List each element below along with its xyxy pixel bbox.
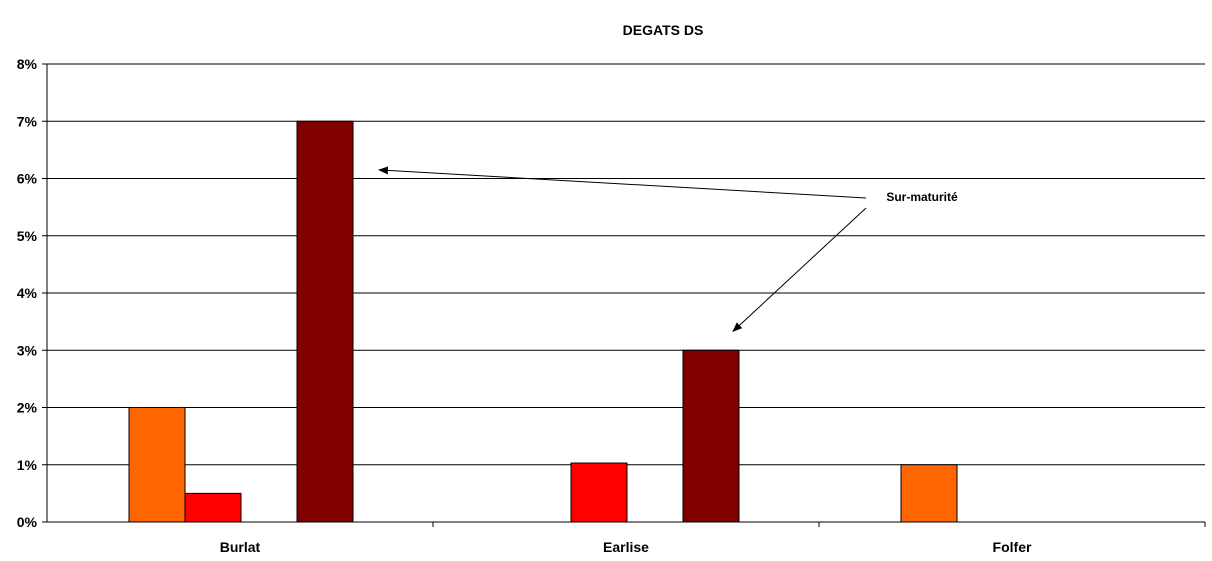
- y-tick-label: 5%: [17, 228, 38, 244]
- bar-burlat-series-4: [296, 120, 354, 523]
- x-tick-label: Folfer: [993, 539, 1032, 555]
- bar-burlat-series-1: [128, 407, 186, 523]
- y-tick-label: 4%: [17, 285, 38, 301]
- x-tick-label: Earlise: [603, 539, 649, 555]
- bars: [128, 120, 958, 523]
- axes: [42, 63, 1206, 527]
- x-tick-labels: Burlat Earlise Folfer: [220, 539, 1032, 555]
- y-tick-label: 0%: [17, 514, 38, 530]
- annotation-label: Sur-maturité: [886, 190, 958, 204]
- y-tick-labels: 0% 1% 2% 3% 4% 5% 6% 7% 8%: [17, 56, 38, 530]
- chart-title: DEGATS DS: [623, 22, 704, 38]
- y-tick-label: 2%: [17, 400, 38, 416]
- bar-folfer-series-1: [900, 464, 958, 523]
- y-tick-label: 7%: [17, 113, 38, 129]
- y-tick-label: 6%: [17, 171, 38, 187]
- y-tick-label: 8%: [17, 56, 38, 72]
- y-tick-label: 3%: [17, 342, 38, 358]
- annotation: Sur-maturité: [378, 166, 958, 333]
- annotation-arrow: [378, 166, 867, 199]
- x-tick-label: Burlat: [220, 539, 261, 555]
- bar-burlat-series-2: [184, 492, 242, 523]
- gridlines: [47, 63, 1205, 466]
- bar-earlise-series-2: [570, 462, 628, 523]
- annotation-arrow: [732, 207, 867, 333]
- y-tick-label: 1%: [17, 457, 38, 473]
- bar-earlise-series-4: [682, 349, 740, 523]
